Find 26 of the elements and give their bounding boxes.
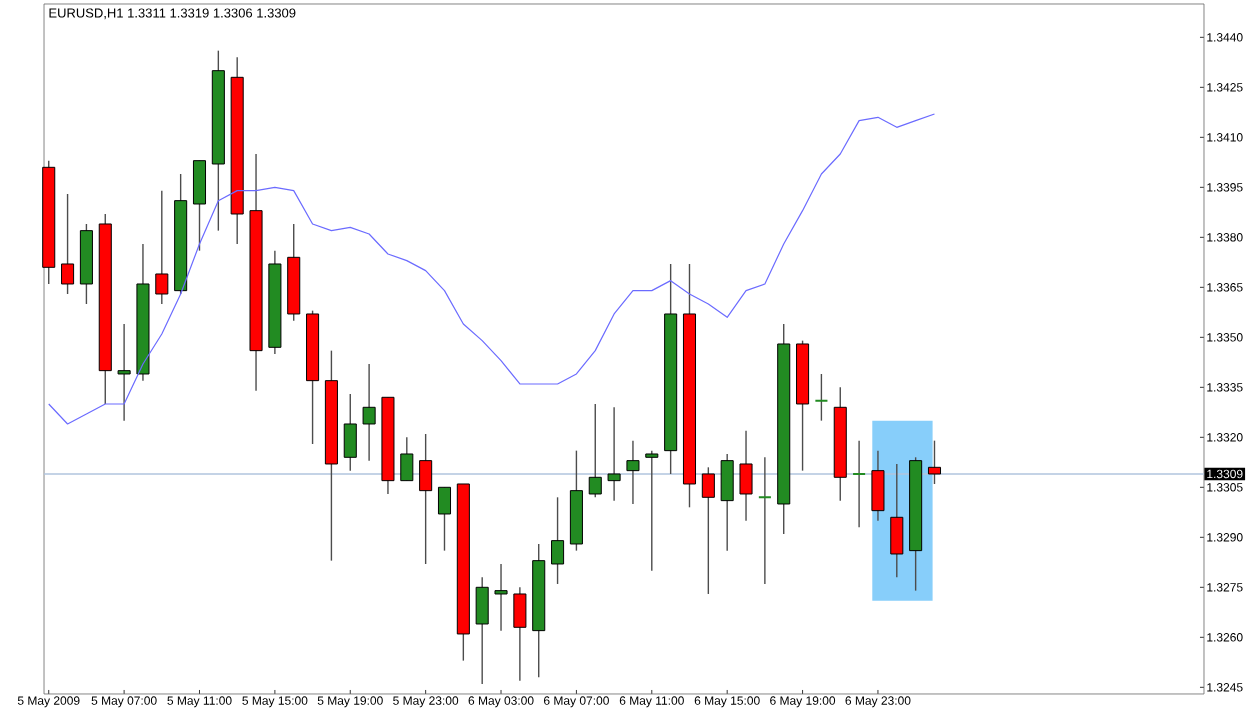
candlestick xyxy=(343,393,357,472)
candlestick xyxy=(588,403,602,499)
candlestick xyxy=(475,576,489,685)
candlestick xyxy=(645,449,659,572)
candlestick xyxy=(757,456,772,585)
candlestick xyxy=(192,159,207,252)
candlestick xyxy=(607,406,621,502)
candlestick xyxy=(61,193,75,295)
candlestick xyxy=(701,466,715,595)
candlestick xyxy=(871,449,885,522)
candlestick xyxy=(852,439,867,529)
candlestick xyxy=(400,436,414,482)
candlestick xyxy=(626,439,640,505)
candlestick xyxy=(739,429,753,522)
candlestick xyxy=(419,433,433,565)
candlestick xyxy=(117,323,131,422)
candlestick xyxy=(155,189,169,305)
candlestick xyxy=(362,363,376,462)
candlestick xyxy=(513,586,527,682)
candlestick xyxy=(890,463,904,579)
candlestick xyxy=(814,373,829,422)
candlestick xyxy=(494,563,508,632)
candlestick xyxy=(927,439,942,485)
candlestick xyxy=(551,496,565,585)
candlestick xyxy=(437,486,452,552)
candlestick xyxy=(720,453,734,552)
